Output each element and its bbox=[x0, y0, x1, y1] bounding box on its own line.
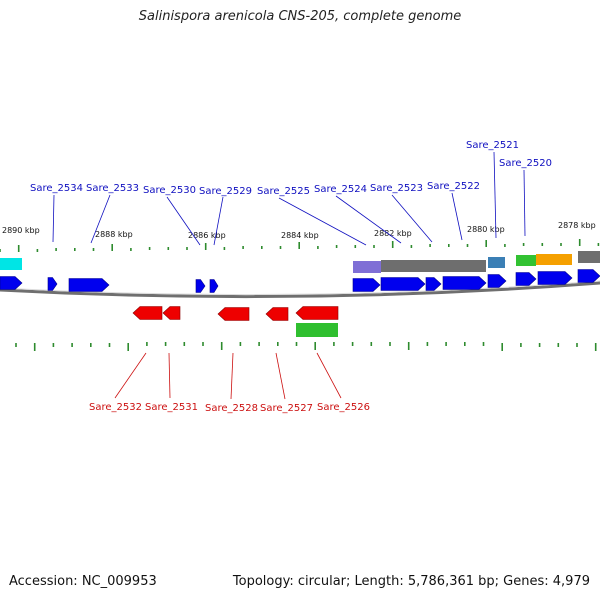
feature-segment bbox=[578, 251, 600, 263]
leader-line bbox=[493, 151, 497, 239]
leader-line bbox=[316, 352, 342, 399]
summary-text: Topology: circular; Length: 5,786,361 bp… bbox=[232, 574, 590, 589]
feature-band bbox=[0, 251, 600, 337]
gene-label-sare-2531[interactable]: Sare_2531 bbox=[145, 402, 198, 413]
gene-label-sare-2524[interactable]: Sare_2524 bbox=[314, 184, 367, 195]
tick-row-bottom bbox=[15, 342, 597, 351]
feature-segment bbox=[516, 255, 536, 266]
gene-label-sare-2522[interactable]: Sare_2522 bbox=[427, 181, 480, 192]
leader-line bbox=[90, 194, 111, 244]
feature-segment bbox=[381, 260, 486, 272]
page-title: Salinispora arenicola CNS-205, complete … bbox=[138, 9, 462, 24]
leader-line bbox=[335, 195, 402, 244]
gene-label-sare-2529[interactable]: Sare_2529 bbox=[199, 186, 252, 197]
gene-label-sare-2526[interactable]: Sare_2526 bbox=[317, 402, 370, 413]
feature-segment bbox=[536, 254, 572, 265]
reverse-genes bbox=[132, 306, 339, 321]
reverse-gene bbox=[217, 307, 250, 321]
gene-label-sare-2534[interactable]: Sare_2534 bbox=[30, 183, 83, 194]
gene-label-sare-2523[interactable]: Sare_2523 bbox=[370, 183, 423, 194]
forward-gene bbox=[442, 276, 487, 290]
leader-line bbox=[451, 192, 463, 241]
reverse-gene bbox=[132, 306, 163, 320]
reverse-gene bbox=[162, 306, 181, 320]
leader-line bbox=[391, 194, 433, 243]
gene-label-sare-2532[interactable]: Sare_2532 bbox=[89, 402, 142, 413]
leader-line bbox=[275, 352, 286, 400]
gene-label-sare-2528[interactable]: Sare_2528 bbox=[205, 403, 258, 414]
leader-line bbox=[168, 352, 171, 399]
gene-label-sare-2527[interactable]: Sare_2527 bbox=[260, 403, 313, 414]
forward-gene bbox=[577, 269, 600, 283]
forward-gene bbox=[47, 277, 58, 291]
gene-label-sare-2521[interactable]: Sare_2521 bbox=[466, 140, 519, 151]
leader-line bbox=[213, 196, 224, 246]
leader-line bbox=[230, 352, 234, 400]
kbp-label: 2886 kbp bbox=[188, 231, 226, 240]
forward-genes bbox=[0, 269, 600, 293]
kbp-label: 2878 kbp bbox=[558, 221, 596, 230]
gene-label-sare-2525[interactable]: Sare_2525 bbox=[257, 186, 310, 197]
forward-gene bbox=[209, 279, 219, 293]
tick-row-top bbox=[0, 239, 600, 252]
forward-gene bbox=[0, 276, 23, 290]
forward-gene bbox=[352, 278, 381, 292]
kbp-labels: 2890 kbp 2888 kbp 2886 kbp 2884 kbp 2882… bbox=[2, 221, 596, 240]
genome-backbone bbox=[0, 281, 600, 299]
leader-line bbox=[523, 169, 526, 237]
forward-gene bbox=[487, 274, 507, 288]
reverse-gene bbox=[295, 306, 339, 320]
kbp-label: 2888 kbp bbox=[95, 230, 133, 239]
kbp-label: 2890 kbp bbox=[2, 226, 40, 235]
leader-line bbox=[166, 196, 201, 246]
forward-gene bbox=[537, 271, 573, 285]
feature-segment bbox=[353, 261, 381, 273]
gene-label-sare-2533[interactable]: Sare_2533 bbox=[86, 183, 139, 194]
kbp-label: 2882 kbp bbox=[374, 229, 412, 238]
feature-segment bbox=[0, 258, 22, 270]
kbp-label: 2884 kbp bbox=[281, 231, 319, 240]
gene-label-sare-2530[interactable]: Sare_2530 bbox=[143, 185, 196, 196]
kbp-label: 2880 kbp bbox=[467, 225, 505, 234]
forward-gene-labels: Sare_2534 Sare_2533 Sare_2530 Sare_2529 … bbox=[30, 140, 552, 197]
forward-gene bbox=[195, 279, 206, 293]
feature-segment bbox=[488, 257, 505, 268]
reverse-gene-labels: Sare_2532 Sare_2531 Sare_2528 Sare_2527 … bbox=[89, 402, 370, 414]
forward-gene bbox=[425, 277, 442, 291]
feature-segment bbox=[296, 323, 338, 337]
leader-line bbox=[278, 197, 367, 246]
accession-text: Accession: NC_009953 bbox=[9, 574, 157, 589]
forward-gene bbox=[68, 278, 110, 292]
gene-label-sare-2520[interactable]: Sare_2520 bbox=[499, 158, 552, 169]
forward-gene bbox=[515, 272, 537, 286]
leader-line bbox=[114, 352, 147, 399]
leader-line bbox=[52, 194, 55, 243]
forward-gene bbox=[380, 277, 426, 291]
reverse-gene bbox=[265, 307, 289, 321]
leader-lines bbox=[52, 151, 526, 400]
